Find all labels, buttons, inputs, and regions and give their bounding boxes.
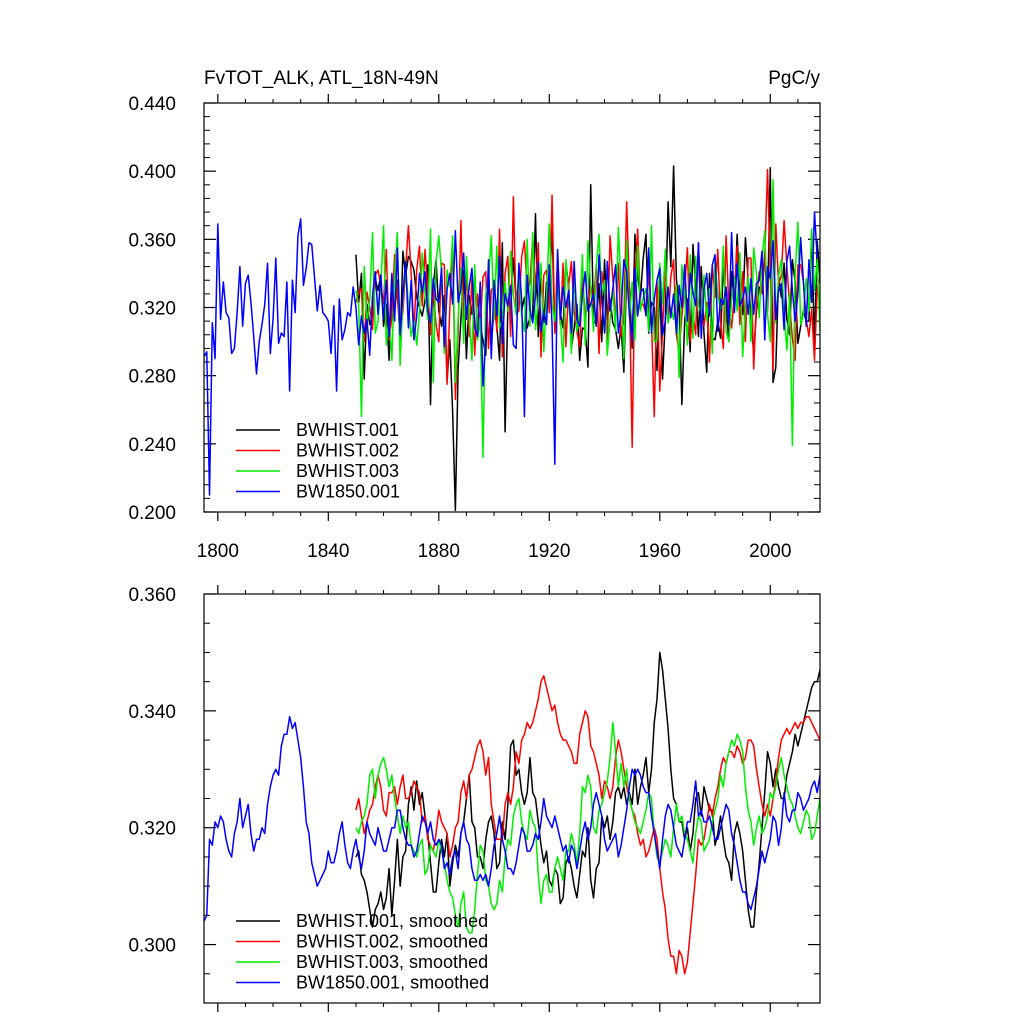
x-tick-label: 2000: [749, 541, 791, 562]
top-panel-series: [204, 165, 820, 512]
x-tick-label: 1800: [197, 541, 239, 562]
bottom-panel-series: [204, 651, 820, 975]
y-tick-label: 0.200: [128, 503, 176, 524]
top-panel-units: PgC/y: [768, 68, 820, 89]
y-tick-label: 0.320: [128, 819, 176, 840]
top-panel-title: FvTOT_ALK, ATL_18N-49N: [204, 68, 439, 89]
legend-label: BW1850.001: [296, 482, 400, 502]
legend-label: BWHIST.002: [296, 441, 399, 461]
series-line-bw1850-001: [204, 211, 818, 496]
top-panel: FvTOT_ALK, ATL_18N-49N PgC/y 1800 1840 188…: [128, 68, 821, 562]
x-tick-label: 1920: [528, 541, 570, 562]
y-tick-label: 0.320: [128, 299, 176, 320]
legend-label: BWHIST.003: [296, 461, 399, 481]
top-panel-frame: [203, 102, 821, 513]
x-tick-label: 1840: [307, 541, 349, 562]
bottom-panel-frame: [203, 593, 821, 1004]
y-tick-label: 0.280: [128, 367, 176, 388]
y-tick-label: 0.360: [128, 585, 176, 606]
legend-label: BWHIST.002, smoothed: [296, 932, 488, 952]
y-tick-label: 0.240: [128, 435, 176, 456]
legend-label: BWHIST.001, smoothed: [296, 911, 488, 931]
top-panel-ticks: 1800 1840 1880 1920 1960 2000 0.200 0.240 0.280 0…: [128, 94, 820, 562]
y-tick-label: 0.440: [128, 94, 176, 115]
y-tick-label: 0.300: [128, 936, 176, 957]
y-tick-label: 0.360: [128, 230, 176, 251]
series-line-bw1850-001-smoothed: [204, 715, 820, 922]
x-tick-label: 1960: [639, 541, 681, 562]
y-tick-label: 0.400: [128, 162, 176, 183]
legend-label: BWHIST.003, smoothed: [296, 952, 488, 972]
series-line-bwhist-003: [355, 178, 820, 459]
series-line-bwhist-003-smoothed: [355, 721, 820, 934]
x-tick-label: 1880: [418, 541, 460, 562]
legend-label: BW1850.001, smoothed: [296, 973, 489, 993]
bottom-panel: 0.300 0.320 0.340 0.360 BWHIST.001, smoothe…: [128, 585, 821, 1012]
legend-label: BWHIST.001: [296, 420, 399, 440]
bottom-panel-ticks: 0.300 0.320 0.340 0.360: [128, 585, 820, 1012]
series-line-bwhist-001-smoothed: [355, 651, 820, 928]
y-tick-label: 0.340: [128, 702, 176, 723]
